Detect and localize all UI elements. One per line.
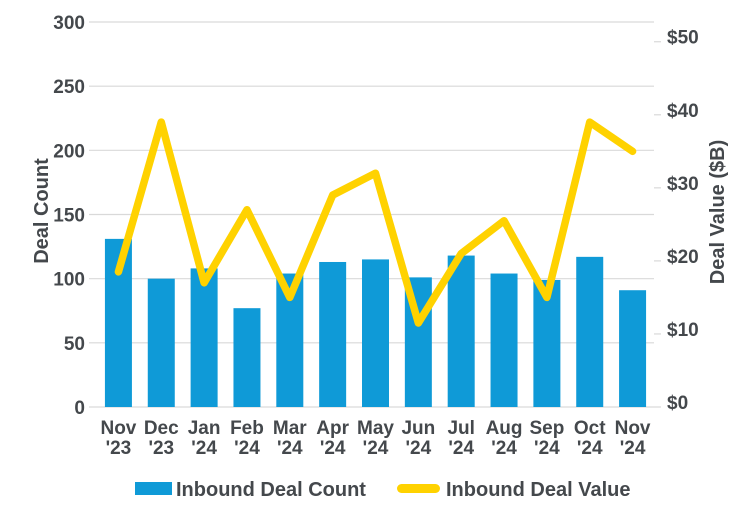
right-axis-tick-label: $30 (667, 174, 699, 195)
bar-Feb24 (233, 308, 261, 407)
right-axis-tick-label: $0 (667, 393, 688, 414)
left-axis-tick-label: 50 (64, 334, 85, 355)
right-axis-title: Deal Value ($B) (707, 140, 729, 285)
x-axis-tick-label: Apr '24 (316, 418, 349, 459)
x-axis-tick-label: Mar '24 (273, 418, 307, 459)
right-axis-tick-label: $50 (667, 28, 699, 49)
x-axis-tick-label: Jul '24 (447, 418, 474, 459)
x-axis-tick-label: Nov '23 (100, 418, 136, 459)
deal-value-line (114, 118, 637, 327)
bar-Jan24 (190, 268, 218, 407)
x-axis-tick-label: Sep '24 (529, 418, 564, 459)
right-axis-tick-label: $10 (667, 320, 699, 341)
bar-Jul24 (447, 255, 475, 407)
bar-series-deal-count (104, 238, 647, 407)
line-series-deal-value (114, 118, 637, 327)
legend-label-deal-value: Inbound Deal Value (446, 479, 630, 501)
bar-Nov24 (619, 290, 647, 407)
legend-label-deal-count: Inbound Deal Count (176, 479, 366, 501)
legend-swatch-deal-value-line (397, 484, 440, 493)
left-axis-tick-label: 300 (53, 13, 85, 34)
bar-Dec23 (147, 278, 175, 407)
right-axis-tick-labels: $0 $10 $20 $30 $40 $50 (667, 28, 699, 414)
right-axis-tick-label: $20 (667, 247, 699, 268)
legend-swatch-deal-count-bar (135, 482, 172, 495)
left-axis-title: Deal Count (31, 158, 53, 264)
bar-Aug24 (490, 273, 518, 407)
x-axis-tick-label: Jun '24 (401, 418, 435, 459)
bar-Apr24 (319, 261, 347, 407)
x-axis-tick-label: Oct '24 (574, 418, 606, 459)
x-axis-tick-label: Feb '24 (230, 418, 264, 459)
x-axis-tick-label: May '24 (357, 418, 394, 459)
legend: Inbound Deal Count Inbound Deal Value (135, 479, 630, 501)
left-axis-tick-labels: 0 50 100 150 200 250 300 (53, 13, 85, 419)
left-axis-tick-label: 150 (53, 206, 85, 227)
left-axis-tick-label: 100 (53, 270, 85, 291)
bar-May24 (362, 259, 389, 407)
left-axis-tick-label: 250 (53, 77, 85, 98)
x-axis-tick-label: Nov '24 (615, 418, 651, 459)
x-axis-tick-label: Dec '23 (144, 418, 179, 459)
right-axis-ticks (654, 41, 661, 408)
x-axis-tick-label: Jan '24 (188, 418, 221, 459)
left-axis-tick-label: 0 (74, 398, 85, 419)
right-axis-tick-label: $40 (667, 101, 699, 122)
left-axis-tick-label: 200 (53, 141, 85, 162)
x-axis-tick-label: Aug '24 (486, 418, 523, 459)
bar-Oct24 (576, 256, 604, 407)
